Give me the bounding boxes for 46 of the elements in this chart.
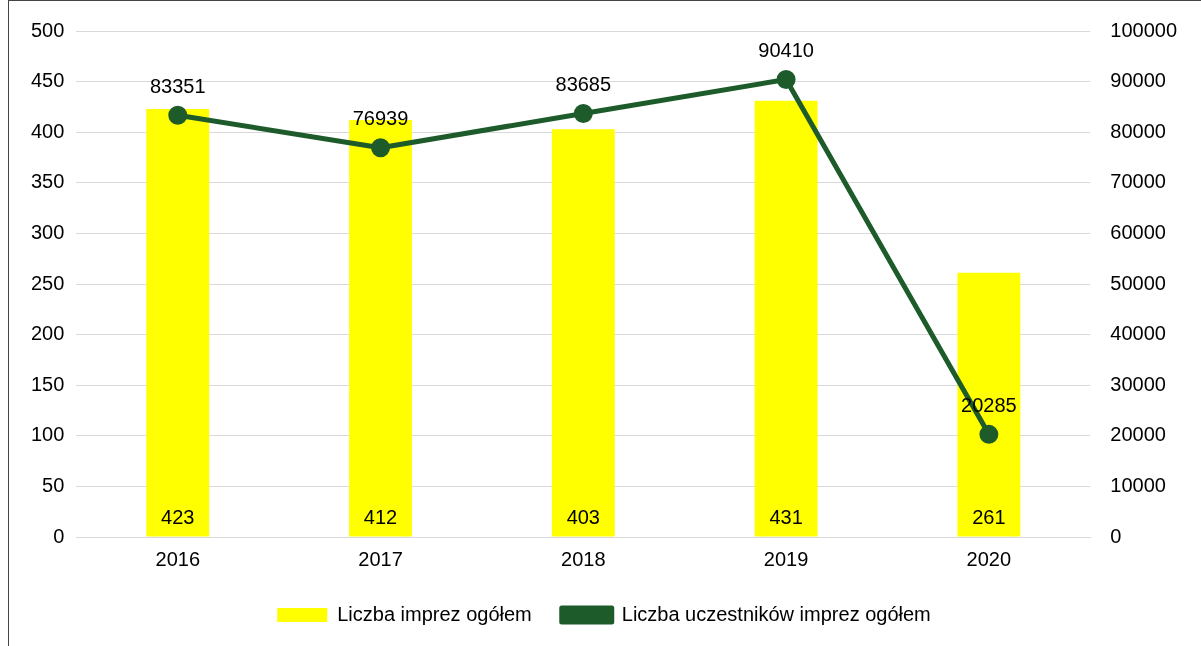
bar [957,272,1021,537]
x-tick-label: 2017 [358,547,403,570]
data-label: 83685 [555,73,612,96]
x-tick-label: 2019 [763,547,809,570]
x-tick-label: 2018 [561,547,606,570]
y2-tick-label: 90000 [1110,69,1166,92]
point [573,104,593,124]
y-tick-label: 300 [30,220,65,243]
data-label: 83351 [149,74,206,97]
y2-tick-label: 100000 [1110,18,1178,41]
point [979,424,999,444]
y2-tick-label: 50000 [1110,271,1166,294]
y-tick-label: 350 [30,170,65,193]
y-tick-label: 400 [30,119,65,142]
data-label: 431 [769,506,803,529]
y-tick-label: 450 [30,69,65,92]
bar [146,108,210,537]
data-label: 423 [161,506,195,529]
y2-tick-label: 40000 [1110,322,1166,345]
y-tick-label: 100 [30,423,65,446]
point [371,138,391,158]
y2-tick-label: 0 [1110,524,1122,547]
x-tick-label: 2016 [155,547,201,570]
y2-tick-label: 30000 [1110,372,1166,395]
data-label: 403 [566,506,600,529]
point [168,105,188,125]
legend-label: Liczba imprez ogółem [337,602,532,625]
point [776,70,796,90]
y2-tick-label: 20000 [1110,423,1166,446]
y-tick-label: 200 [30,322,65,345]
x-tick-label: 2020 [966,547,1012,570]
data-label: 412 [363,506,398,529]
y-tick-label: 0 [53,524,65,547]
bar [551,129,615,537]
y2-tick-label: 60000 [1110,220,1166,243]
bar [754,100,818,537]
data-label: 261 [972,506,1006,529]
y-tick-label: 50 [42,473,65,496]
y2-tick-label: 70000 [1110,170,1166,193]
y-tick-label: 250 [30,271,65,294]
y2-tick-label: 80000 [1110,119,1166,142]
legend-label: Liczba uczestników imprez ogółem [621,602,931,625]
data-label: 90410 [758,39,814,62]
y-tick-label: 500 [30,18,65,41]
y-tick-label: 150 [30,372,65,395]
y2-tick-label: 10000 [1110,473,1166,496]
